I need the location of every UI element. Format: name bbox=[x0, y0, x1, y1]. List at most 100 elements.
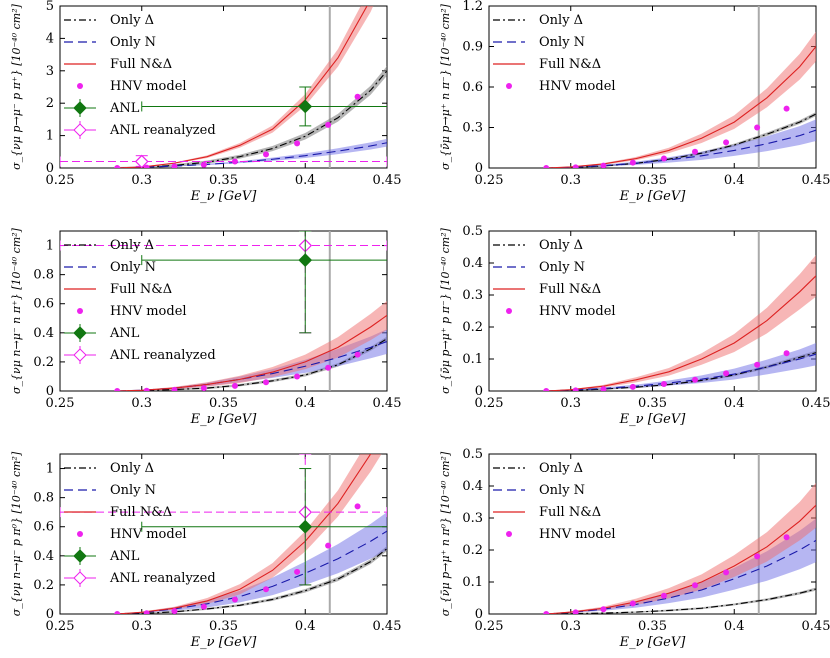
y-tick-label: 2 bbox=[46, 96, 54, 111]
y-tick-label: 0.6 bbox=[33, 520, 54, 535]
x-tick-label: 0.35 bbox=[209, 396, 238, 411]
legend-swatch bbox=[506, 308, 512, 314]
legend: Only Δ Only N Full N&Δ HNV model ANL ANL rean… bbox=[64, 238, 216, 364]
hnv-point bbox=[543, 388, 550, 391]
hnv-point bbox=[294, 140, 301, 147]
x-tick-label: 0.3 bbox=[560, 396, 581, 411]
series-line-0 bbox=[117, 70, 387, 168]
hnv-point bbox=[294, 568, 301, 575]
x-tick-label: 0.25 bbox=[475, 396, 504, 411]
hnv-point bbox=[600, 162, 607, 168]
hnv-point bbox=[754, 124, 761, 131]
hnv-point bbox=[543, 611, 550, 614]
hnv-point bbox=[114, 165, 121, 168]
hnv-point bbox=[692, 376, 699, 383]
hnv-point bbox=[114, 611, 121, 614]
y-tick-label: 0.9 bbox=[462, 40, 483, 55]
data-layer bbox=[543, 231, 816, 391]
y-tick-label: 0.5 bbox=[462, 224, 483, 239]
y-tick-label: 0 bbox=[475, 384, 483, 399]
y-tick-label: 0 bbox=[46, 607, 54, 622]
hnv-point bbox=[354, 93, 361, 100]
hnv-point bbox=[325, 121, 332, 128]
y-tick-label: 1 bbox=[46, 462, 54, 477]
x-tick-label: 0.25 bbox=[475, 173, 504, 188]
legend-label: HNV model bbox=[110, 304, 187, 319]
series-line-1 bbox=[546, 353, 816, 391]
data-layer bbox=[60, 6, 387, 168]
legend-swatch bbox=[506, 83, 512, 89]
hnv-point bbox=[660, 155, 667, 162]
anl-point-marker bbox=[298, 519, 313, 534]
x-tick-label: 0.25 bbox=[475, 619, 504, 634]
x-axis-label: E_ν [GeV] bbox=[619, 189, 687, 204]
y-tick-label: 0.2 bbox=[462, 320, 483, 335]
legend-swatch bbox=[73, 549, 87, 563]
hnv-point bbox=[263, 379, 270, 386]
legend-label: ANL reanalyzed bbox=[109, 123, 216, 138]
y-tick-label: 0 bbox=[46, 161, 54, 176]
y-tick-label: 0.6 bbox=[462, 80, 483, 95]
hnv-point bbox=[263, 151, 270, 158]
hnv-point bbox=[572, 609, 579, 614]
series-line-2 bbox=[117, 6, 368, 168]
legend-label: Only N bbox=[110, 260, 156, 275]
legend-label: ANL reanalyzed bbox=[109, 348, 216, 363]
hnv-point bbox=[171, 608, 178, 614]
y-tick-label: 0.5 bbox=[462, 447, 483, 462]
x-tick-label: 0.4 bbox=[295, 619, 316, 634]
uncertainty-band-2 bbox=[546, 482, 816, 614]
hnv-point bbox=[354, 351, 361, 358]
legend-label: Only Δ bbox=[539, 461, 583, 476]
anl-point-marker bbox=[298, 253, 313, 267]
y-axis-label: σ_{νμ n→μ⁻ n π⁺} [10⁻⁴⁰ cm²] bbox=[10, 227, 23, 394]
x-tick-label: 0.45 bbox=[373, 396, 402, 411]
y-axis-label: σ_{ν̄μ p→μ⁺ p π⁻} [10⁻⁴⁰ cm²] bbox=[439, 227, 452, 394]
legend: Only Δ Only N Full N&Δ HNV model ANL ANL rean… bbox=[64, 13, 216, 139]
legend-label: Only N bbox=[539, 35, 585, 50]
series-line-1 bbox=[117, 530, 387, 614]
legend-swatch bbox=[506, 531, 512, 537]
series-line-2 bbox=[117, 314, 387, 391]
series-line-2 bbox=[117, 454, 372, 614]
uncertainty-band-2 bbox=[546, 255, 816, 391]
hnv-point bbox=[231, 596, 238, 603]
x-tick-label: 0.35 bbox=[209, 173, 238, 188]
x-axis-label: E_ν [GeV] bbox=[190, 412, 258, 427]
x-tick-label: 0.35 bbox=[209, 619, 238, 634]
uncertainty-band-0 bbox=[117, 65, 387, 168]
hnv-point bbox=[660, 380, 667, 387]
y-axis-label: σ_{νμ p→μ⁻ p π⁺} [10⁻⁴⁰ cm²] bbox=[10, 3, 23, 170]
hnv-point bbox=[143, 387, 150, 391]
series-line-0 bbox=[546, 113, 816, 168]
legend-label: Only Δ bbox=[110, 238, 154, 253]
legend-swatch bbox=[73, 123, 87, 137]
data-layer bbox=[60, 454, 387, 614]
legend-label: Only N bbox=[110, 35, 156, 50]
uncertainty-band-2 bbox=[117, 300, 387, 391]
legend: Only Δ Only N Full N&Δ HNV model ANL ANL rean… bbox=[64, 461, 216, 587]
plot-frame bbox=[488, 453, 817, 615]
chart-panel-p6: 0.25 0.3 0.35 0.4 0.45 0 0.1 0.2 0.3 0.4 0.5 E_ν [G… bbox=[439, 447, 830, 650]
legend: Only Δ Only N Full N&Δ HNV model bbox=[493, 13, 616, 94]
legend-swatch bbox=[77, 308, 83, 314]
legend-label: Only Δ bbox=[110, 13, 154, 28]
y-tick-label: 0 bbox=[475, 161, 483, 176]
uncertainty-band-2 bbox=[117, 454, 382, 614]
y-tick-label: 0.4 bbox=[33, 549, 54, 564]
legend-label: ANL reanalyzed bbox=[109, 571, 216, 586]
series-line-2 bbox=[546, 275, 816, 391]
legend-swatch bbox=[73, 101, 87, 115]
series-line-1 bbox=[546, 129, 816, 168]
hnv-point bbox=[263, 586, 270, 593]
x-tick-label: 0.45 bbox=[373, 619, 402, 634]
legend-label: Only Δ bbox=[539, 238, 583, 253]
x-tick-label: 0.3 bbox=[131, 396, 152, 411]
hnv-point bbox=[325, 542, 332, 549]
x-tick-label: 0.4 bbox=[295, 396, 316, 411]
hnv-point bbox=[723, 370, 730, 377]
x-axis-label: E_ν [GeV] bbox=[619, 412, 687, 427]
hnv-point bbox=[572, 387, 579, 391]
y-tick-label: 0.2 bbox=[33, 355, 54, 370]
